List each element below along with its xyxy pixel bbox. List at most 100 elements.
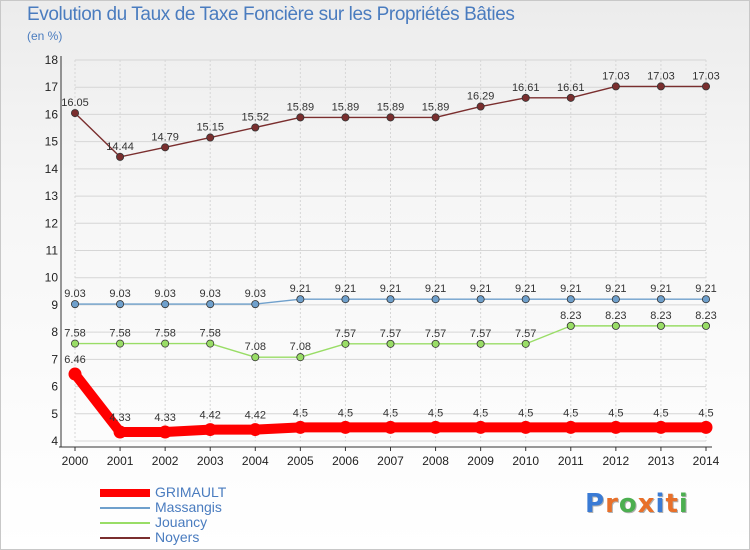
data-point-jouancy	[611, 321, 620, 330]
data-point-jouancy	[341, 339, 350, 348]
legend-item-massangis: Massangis	[100, 500, 226, 515]
data-point-noyers	[566, 93, 575, 102]
y-tick-label: 9	[51, 298, 58, 312]
data-label-noyers: 16.29	[467, 91, 495, 103]
data-label-jouancy: 8.23	[650, 310, 671, 322]
data-label-grimault: 4.5	[293, 407, 308, 419]
logo-letter: P	[585, 489, 606, 519]
data-point-grimault	[699, 420, 713, 434]
data-point-noyers	[386, 113, 395, 122]
logo-letter: t	[665, 489, 679, 519]
x-tick-label: 2002	[152, 454, 179, 468]
data-label-grimault: 4.5	[563, 407, 578, 419]
data-label-noyers: 14.44	[106, 141, 134, 153]
data-label-jouancy: 8.23	[695, 310, 716, 322]
data-label-noyers: 16.61	[512, 82, 540, 94]
data-label-jouancy: 7.57	[335, 328, 356, 340]
data-label-grimault: 4.5	[698, 407, 713, 419]
data-point-massangis	[341, 295, 350, 304]
data-label-massangis: 9.03	[154, 288, 175, 300]
data-point-grimault	[338, 420, 352, 434]
data-point-massangis	[386, 295, 395, 304]
data-label-jouancy: 7.08	[290, 341, 311, 353]
y-tick-label: 5	[51, 407, 58, 421]
legend: GRIMAULT Massangis Jouancy Noyers	[100, 485, 226, 545]
data-point-massangis	[431, 295, 440, 304]
y-tick-label: 18	[45, 53, 59, 67]
data-label-noyers: 17.03	[647, 70, 675, 82]
y-tick-label: 7	[51, 352, 58, 366]
data-label-noyers: 15.89	[332, 101, 360, 113]
logo-letter: i	[655, 489, 666, 519]
x-tick-label: 2007	[377, 454, 404, 468]
y-tick-label: 16	[45, 107, 59, 121]
data-point-noyers	[296, 113, 305, 122]
data-point-grimault	[248, 423, 262, 437]
legend-label-grimault: GRIMAULT	[155, 484, 227, 500]
data-point-noyers	[206, 133, 215, 142]
proxiti-logo: Proxiti	[585, 489, 689, 519]
data-label-jouancy: 7.58	[200, 328, 221, 340]
data-point-noyers	[611, 82, 620, 91]
y-tick-label: 10	[45, 271, 59, 285]
x-tick-label: 2006	[332, 454, 359, 468]
x-tick-label: 2008	[422, 454, 449, 468]
data-point-grimault	[609, 420, 623, 434]
logo-letter: x	[637, 489, 656, 519]
data-label-massangis: 9.21	[605, 283, 626, 295]
data-point-jouancy	[116, 339, 125, 348]
data-label-massangis: 9.21	[380, 283, 401, 295]
data-label-noyers: 15.52	[242, 111, 270, 123]
data-point-grimault	[654, 420, 668, 434]
y-tick-label: 13	[45, 189, 59, 203]
legend-swatch-noyers	[100, 536, 150, 539]
data-point-grimault	[293, 420, 307, 434]
data-label-massangis: 9.21	[560, 283, 581, 295]
data-point-jouancy	[476, 339, 485, 348]
data-point-noyers	[341, 113, 350, 122]
data-label-jouancy: 8.23	[605, 310, 626, 322]
data-point-jouancy	[431, 339, 440, 348]
data-label-jouancy: 7.58	[109, 328, 130, 340]
data-label-grimault: 4.42	[200, 410, 221, 422]
x-tick-label: 2001	[107, 454, 134, 468]
data-point-massangis	[656, 295, 665, 304]
data-label-massangis: 9.21	[695, 283, 716, 295]
data-label-massangis: 9.21	[290, 283, 311, 295]
data-label-jouancy: 7.58	[154, 328, 175, 340]
data-point-noyers	[431, 113, 440, 122]
x-tick-label: 2009	[467, 454, 494, 468]
x-tick-label: 2011	[558, 454, 584, 468]
legend-swatch-massangis	[100, 506, 150, 509]
data-point-massangis	[702, 295, 711, 304]
data-point-jouancy	[161, 339, 170, 348]
data-label-noyers: 16.05	[61, 97, 89, 109]
data-point-grimault	[203, 423, 217, 437]
legend-item-jouancy: Jouancy	[100, 515, 226, 530]
data-label-grimault: 4.5	[518, 407, 533, 419]
x-tick-label: 2004	[242, 454, 269, 468]
data-point-jouancy	[702, 321, 711, 330]
legend-label-jouancy: Jouancy	[155, 514, 208, 530]
logo-letter: o	[618, 489, 638, 519]
legend-label-noyers: Noyers	[155, 529, 200, 545]
data-point-massangis	[206, 300, 215, 309]
data-label-grimault: 4.5	[383, 407, 398, 419]
data-label-massangis: 9.03	[200, 288, 221, 300]
data-point-jouancy	[521, 339, 530, 348]
y-tick-label: 17	[45, 80, 59, 94]
data-label-noyers: 15.15	[196, 122, 224, 134]
data-point-noyers	[521, 93, 530, 102]
data-label-grimault: 4.5	[338, 407, 353, 419]
data-point-jouancy	[71, 339, 80, 348]
data-point-grimault	[519, 420, 533, 434]
data-point-jouancy	[656, 321, 665, 330]
data-label-grimault: 4.5	[608, 407, 623, 419]
data-label-noyers: 17.03	[602, 70, 630, 82]
data-label-noyers: 15.89	[287, 101, 315, 113]
data-label-massangis: 9.21	[515, 283, 536, 295]
y-tick-label: 12	[45, 216, 59, 230]
data-label-massangis: 9.21	[425, 283, 446, 295]
y-tick-label: 8	[51, 325, 58, 339]
